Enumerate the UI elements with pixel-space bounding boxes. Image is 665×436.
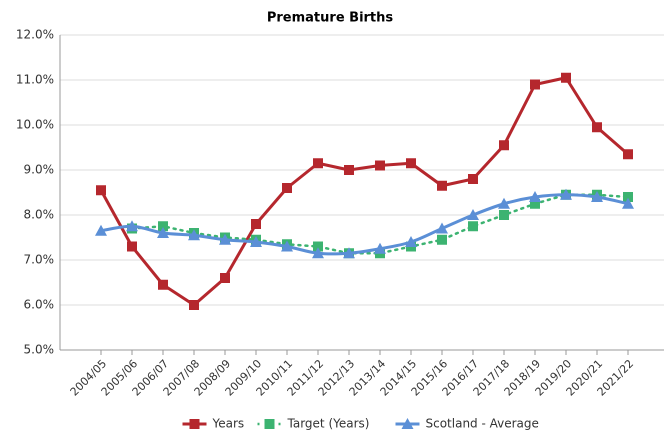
data-point: [343, 247, 355, 259]
data-point: [437, 234, 447, 245]
legend-label: Scotland - Average: [426, 417, 539, 431]
data-point: [436, 222, 448, 234]
data-point: [406, 158, 416, 169]
data-point: [126, 220, 138, 232]
y-tick-label: 8.0%: [24, 208, 55, 222]
series-line: [99, 193, 630, 256]
data-point: [530, 198, 540, 209]
data-point: [529, 191, 541, 202]
data-point: [282, 183, 292, 193]
data-point: [127, 241, 137, 252]
data-point: [591, 191, 603, 202]
data-point: [219, 233, 231, 245]
y-tick-label: 12.0%: [16, 28, 54, 42]
data-point: [499, 210, 509, 220]
data-point: [158, 279, 168, 290]
data-point: [467, 209, 479, 220]
data-point: [560, 188, 572, 200]
data-point: [499, 140, 509, 151]
data-point: [375, 160, 385, 171]
data-point: [405, 236, 417, 247]
data-point: [468, 221, 478, 232]
data-point: [96, 185, 106, 196]
data-point: [530, 79, 540, 90]
data-point: [250, 236, 262, 247]
legend-marker: [189, 419, 200, 429]
y-tick-label: 10.0%: [16, 118, 54, 132]
data-point: [374, 242, 386, 254]
data-point: [561, 72, 571, 83]
data-point: [468, 174, 478, 184]
data-point: [344, 165, 354, 175]
data-point: [623, 149, 633, 160]
data-point: [251, 219, 261, 229]
data-point: [312, 247, 324, 259]
y-tick-label: 11.0%: [16, 73, 54, 87]
data-point: [189, 300, 199, 310]
data-point: [220, 273, 230, 283]
data-point: [157, 227, 169, 238]
data-point: [498, 197, 510, 209]
data-point: [95, 224, 107, 236]
data-point: [592, 122, 602, 133]
y-tick-label: 6.0%: [24, 298, 55, 312]
data-point: [158, 221, 168, 232]
y-tick-label: 7.0%: [24, 253, 55, 267]
data-point: [281, 240, 293, 252]
y-tick-label: 9.0%: [24, 163, 55, 177]
series-line: [130, 193, 630, 255]
legend-marker: [401, 418, 414, 429]
data-point: [313, 158, 323, 169]
chart-title: Premature Births: [267, 11, 394, 26]
legend-label: Years: [212, 417, 245, 431]
data-point: [313, 241, 323, 252]
y-tick-label: 5.0%: [24, 343, 55, 357]
legend-marker: [264, 419, 275, 429]
data-point: [623, 192, 633, 202]
data-point: [437, 180, 447, 191]
data-point: [188, 229, 200, 241]
data-point: [622, 197, 634, 209]
series-line: [99, 76, 630, 307]
legend-label: Target (Years): [287, 417, 370, 431]
